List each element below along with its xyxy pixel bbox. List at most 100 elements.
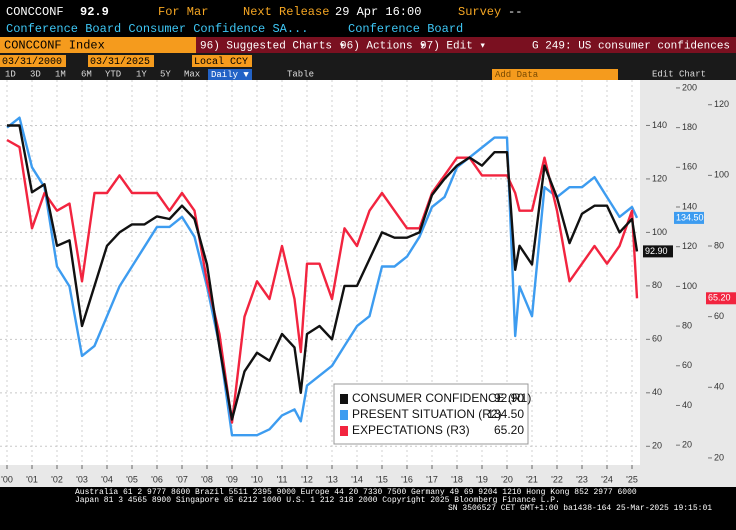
last-value-label: 134.50 bbox=[676, 212, 704, 222]
source: Conference Board bbox=[348, 22, 463, 36]
last-value-label: 92.90 bbox=[645, 246, 668, 256]
series-line bbox=[7, 124, 639, 421]
frequency-field[interactable] bbox=[208, 69, 252, 80]
y2-tick-label: 160 bbox=[682, 162, 697, 172]
legend bbox=[333, 383, 529, 445]
y3-tick-label: 40 bbox=[714, 382, 724, 392]
series-line bbox=[6, 116, 639, 437]
x-tick-label: '13 bbox=[326, 474, 338, 484]
range-button[interactable]: Max bbox=[184, 69, 200, 79]
x-tick-label: '23 bbox=[576, 474, 588, 484]
footer bbox=[0, 487, 736, 530]
x-tick-label: '19 bbox=[476, 474, 488, 484]
y2-tick-label: 140 bbox=[682, 201, 697, 211]
y3-tick-label: 100 bbox=[714, 170, 729, 180]
security-field[interactable] bbox=[0, 37, 196, 53]
y2-tick-label: 40 bbox=[682, 400, 692, 410]
y2-tick-label: 200 bbox=[682, 82, 697, 92]
y3-tick-label: 20 bbox=[714, 452, 724, 462]
y2-tick-label: 20 bbox=[682, 440, 692, 450]
footer-line: SN 3506527 CET GMT+1:00 ba1438-164 25-Ma… bbox=[448, 504, 712, 513]
add-data-field[interactable] bbox=[492, 69, 618, 80]
x-tick-label: '16 bbox=[401, 474, 413, 484]
ticker: CONCCONF bbox=[6, 5, 64, 19]
edit-chart[interactable]: Edit Chart bbox=[652, 69, 706, 79]
range-button[interactable]: 1D bbox=[5, 69, 16, 79]
x-tick-label: '20 bbox=[501, 474, 513, 484]
period: For Mar bbox=[158, 5, 208, 19]
menu-suggested-charts[interactable]: 96) Suggested Charts ▾ bbox=[200, 40, 345, 52]
survey-label: Survey bbox=[458, 5, 501, 19]
x-tick-label: '04 bbox=[101, 474, 113, 484]
x-tick-label: '09 bbox=[226, 474, 238, 484]
y-tick-label: 140 bbox=[652, 120, 667, 130]
y-tick-label: 100 bbox=[652, 227, 667, 237]
y3-tick-label: 120 bbox=[714, 99, 729, 109]
range-button[interactable]: 6M bbox=[81, 69, 92, 79]
y2-tick-label: 180 bbox=[682, 122, 697, 132]
y2-tick-label: 120 bbox=[682, 241, 697, 251]
end-date-field[interactable] bbox=[88, 55, 154, 67]
x-tick-label: '11 bbox=[276, 474, 287, 484]
menu-edit[interactable]: 97) Edit ▾ bbox=[420, 40, 486, 52]
legend-swatch bbox=[340, 394, 348, 404]
x-tick-label: '15 bbox=[376, 474, 388, 484]
y2-tick-label: 100 bbox=[682, 281, 697, 291]
x-tick-label: '25 bbox=[626, 474, 638, 484]
range-button[interactable]: 3D bbox=[30, 69, 41, 79]
x-tick-label: '14 bbox=[351, 474, 363, 484]
legend-value: 134.50 bbox=[487, 407, 524, 421]
currency[interactable]: Local CCY bbox=[194, 56, 248, 68]
y-tick-label: 20 bbox=[652, 441, 662, 451]
y-tick-label: 40 bbox=[652, 387, 662, 397]
legend-label: PRESENT SITUATION (R2) bbox=[352, 407, 502, 421]
legend-swatch bbox=[340, 410, 348, 420]
x-tick-label: '02 bbox=[51, 474, 63, 484]
legend-value: 92.90 bbox=[494, 391, 524, 405]
next-release-label: Next Release bbox=[243, 5, 329, 19]
x-tick-label: '03 bbox=[76, 474, 88, 484]
currency-field[interactable] bbox=[192, 55, 252, 67]
x-tick-label: '07 bbox=[176, 474, 188, 484]
plot-area bbox=[0, 80, 640, 465]
range-button[interactable]: 5Y bbox=[160, 69, 171, 79]
x-tick-label: '22 bbox=[551, 474, 563, 484]
y3-tick-label: 60 bbox=[714, 311, 724, 321]
table-button[interactable]: Table bbox=[287, 69, 314, 79]
next-release: 29 Apr 16:00 bbox=[335, 5, 421, 19]
x-tick-label: '01 bbox=[26, 474, 38, 484]
chart-name: G 249: US consumer confidences bbox=[532, 40, 730, 52]
start-date-field[interactable] bbox=[0, 55, 66, 67]
series-line bbox=[6, 138, 639, 424]
y-tick-label: 120 bbox=[652, 173, 667, 183]
footer-line: Australia 61 2 9777 8600 Brazil 5511 239… bbox=[75, 488, 637, 497]
legend-label: CONSUMER CONFIDENCE (R1) bbox=[352, 391, 531, 405]
x-tick-label: '18 bbox=[451, 474, 463, 484]
menu-actions[interactable]: 96) Actions ▾ bbox=[340, 40, 426, 52]
y-tick-label: 80 bbox=[652, 280, 662, 290]
legend-label: EXPECTATIONS (R3) bbox=[352, 423, 470, 437]
add-data[interactable]: Add Data bbox=[495, 70, 539, 80]
last-value-tag bbox=[706, 292, 736, 305]
x-axis-area bbox=[0, 465, 736, 487]
description: Conference Board Consumer Confidence SA.… bbox=[6, 22, 308, 36]
x-tick-label: '06 bbox=[151, 474, 163, 484]
frequency[interactable]: Daily ▼ bbox=[211, 70, 249, 80]
x-tick-label: '08 bbox=[201, 474, 213, 484]
header-bar bbox=[0, 0, 736, 37]
end-date[interactable]: 03/31/2025 bbox=[90, 56, 150, 68]
start-date[interactable]: 03/31/2000 bbox=[2, 56, 62, 68]
range-button[interactable]: YTD bbox=[105, 69, 121, 79]
security[interactable]: CONCCONF Index bbox=[4, 39, 105, 53]
x-tick-label: '00 bbox=[1, 474, 13, 484]
y2-tick-label: 60 bbox=[682, 360, 692, 370]
legend-value: 65.20 bbox=[494, 423, 524, 437]
x-tick-label: '17 bbox=[426, 474, 438, 484]
range-button[interactable]: 1Y bbox=[136, 69, 147, 79]
last-value: 92.9 bbox=[80, 5, 109, 19]
survey: -- bbox=[508, 5, 522, 19]
x-tick-label: '05 bbox=[126, 474, 138, 484]
range-button[interactable]: 1M bbox=[55, 69, 66, 79]
last-value-tag bbox=[643, 245, 673, 258]
